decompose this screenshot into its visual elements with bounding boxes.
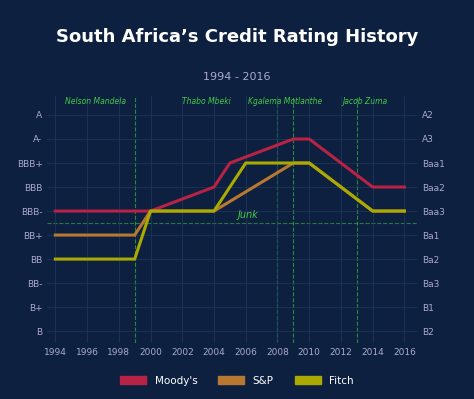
Text: Jacob Zuma: Jacob Zuma [342, 97, 387, 106]
Text: 1994 - 2016: 1994 - 2016 [203, 72, 271, 82]
Text: South Africa’s Credit Rating History: South Africa’s Credit Rating History [56, 28, 418, 46]
Text: Nelson Mandela: Nelson Mandela [64, 97, 126, 106]
Legend: Moody's, S&P, Fitch: Moody's, S&P, Fitch [116, 371, 358, 390]
Text: Junk: Junk [238, 210, 258, 220]
Text: Thabo Mbeki: Thabo Mbeki [182, 97, 230, 106]
Text: Kgalema Motlanthe: Kgalema Motlanthe [248, 97, 322, 106]
